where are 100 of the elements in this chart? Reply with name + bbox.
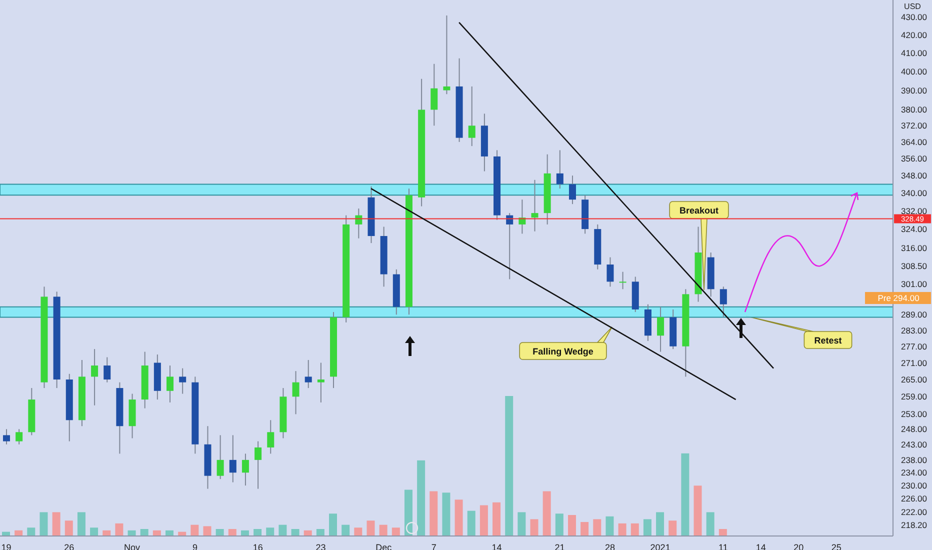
candlestick [531, 179, 538, 232]
candlestick [16, 428, 23, 445]
y-tick-label: 316.00 [901, 242, 928, 253]
y-tick-label: 248.00 [901, 424, 928, 434]
y-tick-label: 230.00 [901, 480, 928, 491]
bar [278, 524, 287, 536]
y-tick-label: 218.20 [901, 520, 928, 530]
bar [417, 460, 426, 536]
candlestick [229, 434, 236, 483]
candlestick [304, 359, 312, 389]
bar [52, 512, 60, 536]
y-tick-label: 340.00 [901, 188, 928, 198]
y-tick-label: 226.00 [901, 494, 928, 504]
bar [190, 524, 199, 536]
bar [694, 486, 702, 536]
candlestick [254, 440, 262, 490]
bar [454, 500, 463, 536]
bar [392, 528, 400, 536]
bar [580, 522, 589, 536]
candlestick [720, 286, 727, 318]
annotation: Retest [814, 336, 842, 346]
bar [442, 492, 450, 536]
y-tick-label: 234.00 [901, 468, 928, 478]
bar [27, 528, 36, 536]
bar [228, 529, 236, 536]
bar [668, 520, 677, 536]
bar [467, 510, 476, 536]
y-tick-label: 380.00 [901, 104, 928, 115]
candlestick [556, 150, 564, 190]
y-tick-label: 348.00 [901, 170, 928, 181]
candlestick [292, 370, 300, 415]
bar [430, 491, 438, 536]
x-tick-label: 14 [756, 542, 766, 550]
bar [542, 491, 551, 536]
candlestick [317, 362, 324, 403]
bar [203, 526, 212, 536]
candlestick [657, 306, 664, 352]
bar [480, 505, 488, 536]
y-tick-label: 410.00 [901, 48, 928, 58]
bar [379, 524, 388, 536]
bar [505, 396, 514, 536]
y-tick-label: 265.00 [901, 374, 928, 385]
candlestick [443, 14, 450, 95]
y-tick-label: 308.50 [901, 260, 928, 271]
annotation: Breakout [679, 206, 719, 216]
bar [643, 519, 652, 536]
bar [266, 528, 274, 536]
y-tick-label: 283.00 [901, 325, 928, 336]
y-tick-label: 222.00 [901, 507, 928, 518]
annotation: Pre 294.00 [878, 293, 920, 303]
candlestick [242, 453, 249, 486]
y-tick-label: 372.00 [901, 120, 928, 131]
bar [656, 512, 664, 536]
y-tick-label: 238.00 [901, 454, 928, 465]
y-tick-label: 253.00 [901, 409, 928, 420]
bar [492, 502, 501, 536]
bar [618, 523, 626, 536]
bar [329, 514, 338, 536]
y-tick-label: 390.00 [901, 85, 928, 96]
y-tick-label: 289.00 [901, 310, 928, 320]
candlestick [3, 428, 10, 445]
y-tick-label: 271.00 [901, 358, 928, 368]
y-tick-label: 420.00 [901, 30, 928, 40]
x-tick-label: 14 [492, 542, 502, 550]
bar [404, 490, 412, 536]
candlestick [606, 256, 614, 288]
bar [90, 528, 98, 536]
bar [354, 528, 362, 536]
y-tick-label: 400.00 [901, 66, 928, 76]
bar [291, 529, 300, 536]
candlestick [568, 175, 576, 205]
candlestick [619, 271, 626, 290]
bar [568, 515, 576, 536]
candlestick [166, 365, 174, 403]
bar [316, 529, 324, 536]
bar [681, 453, 690, 536]
bar [718, 529, 727, 536]
y-tick-label: 364.00 [901, 136, 928, 147]
y-tick-label: 277.00 [901, 341, 928, 352]
candlestick [91, 348, 98, 406]
bar [254, 529, 262, 536]
bar [77, 512, 86, 536]
x-tick-label: 21 [554, 542, 565, 550]
bar [706, 512, 714, 536]
y-tick-label: 243.00 [901, 439, 928, 450]
bar [216, 529, 224, 536]
y-axis-title: USD [904, 2, 922, 11]
candlestick [267, 420, 274, 454]
bar [40, 512, 48, 536]
y-tick-label: 259.00 [901, 392, 928, 402]
bar [555, 514, 564, 536]
y-tick-label: 301.00 [901, 279, 928, 290]
candlestick [104, 356, 111, 383]
bar [366, 520, 375, 536]
candlestick [468, 86, 476, 147]
x-tick-label: 11 [718, 542, 728, 550]
y-tick-label: 324.00 [901, 224, 928, 234]
bar [115, 523, 124, 536]
y-tick-label: 332.00 [901, 206, 928, 216]
bar [518, 512, 526, 536]
